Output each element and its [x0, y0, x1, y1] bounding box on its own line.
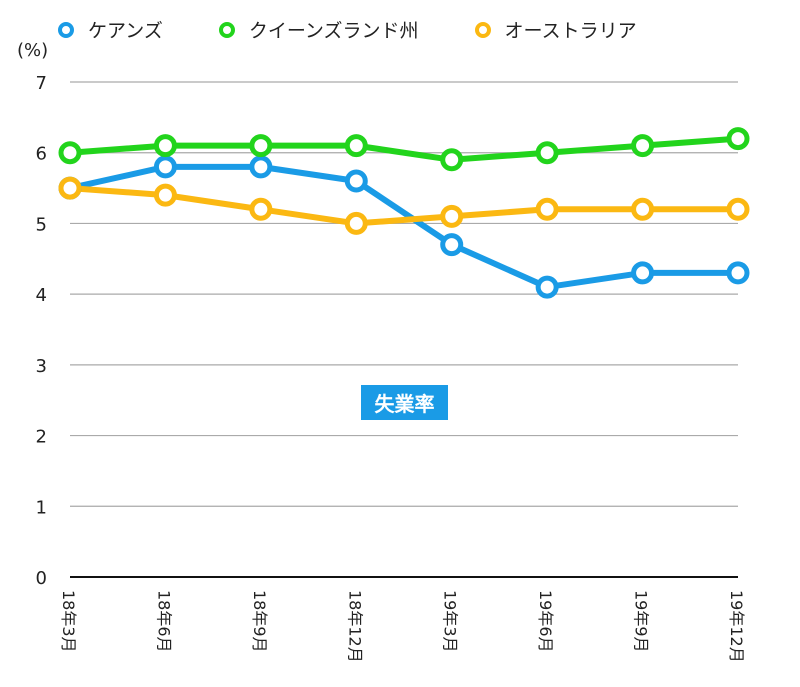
data-point — [726, 127, 750, 151]
data-point — [726, 197, 750, 221]
legend-label: オーストラリア — [504, 20, 637, 42]
y-tick-label: 1 — [36, 497, 47, 518]
y-axis-unit: (%) — [17, 40, 49, 61]
legend-item-australia[interactable]: オーストラリア — [474, 16, 637, 43]
data-point — [344, 211, 368, 235]
y-tick-label: 3 — [36, 356, 47, 377]
data-point — [153, 155, 177, 179]
series-line — [69, 163, 738, 291]
y-tick-label: 2 — [36, 427, 47, 448]
data-point — [249, 197, 273, 221]
data-point — [535, 197, 559, 221]
y-tick-label: 7 — [36, 73, 47, 94]
data-point — [535, 275, 559, 299]
legend-label: クイーンズランド州 — [248, 20, 419, 42]
x-tick-label: 18年6月 — [154, 590, 173, 653]
series-line — [69, 135, 739, 163]
data-point — [440, 148, 464, 172]
y-tick-label: 0 — [36, 568, 47, 589]
legend-marker-icon — [474, 21, 491, 38]
data-point — [58, 141, 82, 165]
data-point — [249, 155, 273, 179]
data-point — [726, 261, 750, 285]
y-tick-label: 4 — [36, 285, 47, 306]
data-point — [344, 169, 368, 193]
legend-marker-icon — [58, 21, 74, 38]
legend: ケアンズ クイーンズランド州 オーストラリア — [58, 16, 693, 43]
x-tick-label: 19年9月 — [632, 590, 651, 653]
x-tick-label: 18年12月 — [345, 590, 364, 663]
data-point — [631, 261, 655, 285]
data-point — [631, 197, 655, 221]
data-point — [58, 176, 82, 200]
y-tick-label: 6 — [36, 144, 47, 165]
series-line — [69, 185, 738, 227]
data-point — [249, 134, 273, 158]
x-tick-label: 19年6月 — [536, 590, 555, 653]
data-point — [153, 183, 177, 207]
data-point — [153, 134, 177, 158]
legend-item-queensland[interactable]: クイーンズランド州 — [218, 16, 419, 43]
legend-label: ケアンズ — [88, 20, 163, 42]
data-point — [440, 233, 464, 257]
x-tick-label: 19年3月 — [441, 590, 460, 653]
x-tick-label: 18年9月 — [250, 590, 269, 653]
y-tick-label: 5 — [36, 214, 47, 235]
chart-title: 失業率 — [361, 385, 448, 420]
x-tick-label: 19年12月 — [727, 590, 746, 663]
legend-item-cairns[interactable]: ケアンズ — [58, 16, 163, 43]
x-tick-label: 18年3月 — [59, 590, 78, 653]
data-point — [631, 134, 655, 158]
data-point — [344, 134, 368, 158]
data-point — [440, 204, 464, 228]
data-point — [535, 141, 559, 165]
legend-marker-icon — [218, 21, 235, 38]
